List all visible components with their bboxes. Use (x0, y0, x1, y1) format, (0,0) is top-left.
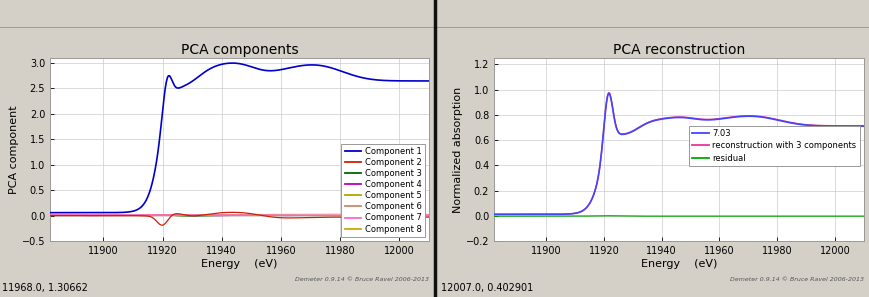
Y-axis label: PCA component: PCA component (9, 105, 19, 194)
Text: 12007.0, 0.402901: 12007.0, 0.402901 (441, 283, 534, 293)
Text: Demeter 0.9.14 © Bruce Ravel 2006-2013: Demeter 0.9.14 © Bruce Ravel 2006-2013 (730, 277, 864, 282)
Title: PCA components: PCA components (181, 43, 298, 57)
X-axis label: Energy    (eV): Energy (eV) (202, 259, 278, 269)
Legend: Component 1, Component 2, Component 3, Component 4, Component 5, Component 6, Co: Component 1, Component 2, Component 3, C… (342, 143, 425, 237)
Text: 11968.0, 1.30662: 11968.0, 1.30662 (3, 283, 88, 293)
X-axis label: Energy    (eV): Energy (eV) (640, 259, 717, 269)
Legend: 7.03, reconstruction with 3 components, residual: 7.03, reconstruction with 3 components, … (689, 126, 859, 166)
Text: Demeter 0.9.14 © Bruce Ravel 2006-2013: Demeter 0.9.14 © Bruce Ravel 2006-2013 (295, 277, 429, 282)
Title: PCA reconstruction: PCA reconstruction (613, 43, 745, 57)
Y-axis label: Normalized absorption: Normalized absorption (453, 86, 463, 213)
